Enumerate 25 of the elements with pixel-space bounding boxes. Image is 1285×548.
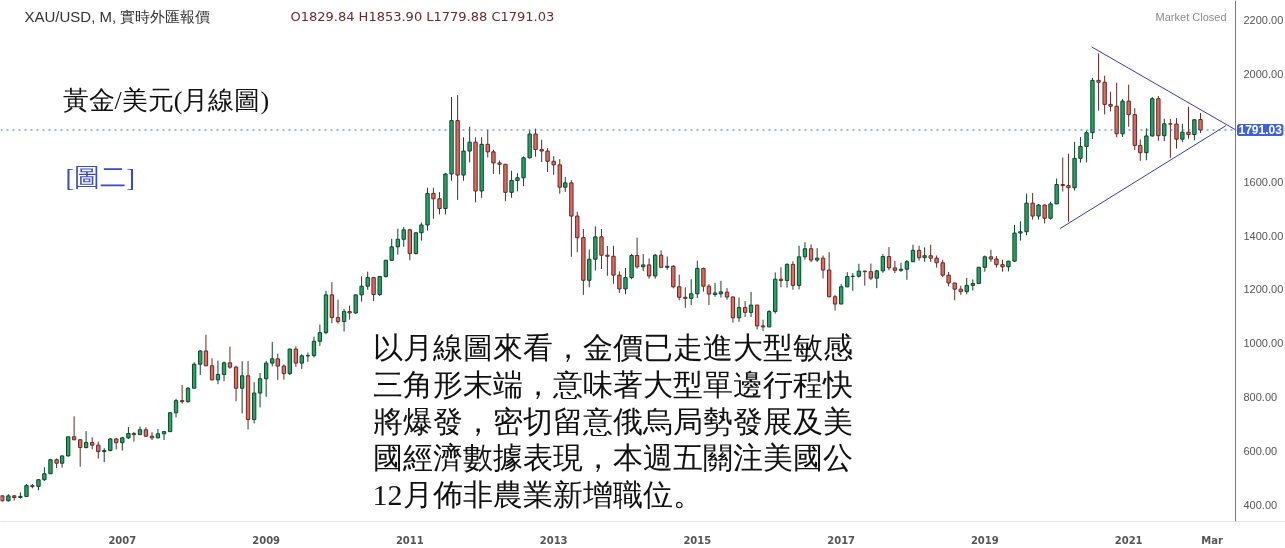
y-tick-label: 2200.00 [1243,13,1284,26]
y-tick-label: 600.00 [1243,445,1278,458]
x-tick-label: 2013 [539,534,568,546]
y-tick-label: 1400.00 [1243,229,1284,242]
x-tick-label: 2015 [683,534,712,546]
ref-line-label: 1791.03 [1238,123,1283,138]
annotation: Market Closed [1155,10,1227,23]
y-tick-label: 400.00 [1243,499,1278,512]
annotation: 黃金/美元(月線圖) [62,86,270,115]
x-tick-label: 2019 [970,534,999,546]
x-tick-label: 2017 [827,534,856,546]
x-tick-label: 2009 [252,534,281,546]
x-tick-label: 2011 [395,534,424,546]
text: XAU/USD, M, 實時外匯報價 [24,8,211,25]
x-tick-label: 2021 [1114,534,1143,546]
y-tick-label: 800.00 [1243,391,1278,404]
x-tick-label: 2007 [108,534,137,546]
text: O1829.84 H1853.90 L1779.88 C1791.03 [290,9,555,24]
y-tick-label: 1600.00 [1243,175,1284,188]
y-tick-label: 2000.00 [1243,67,1284,80]
y-tick-label: 1000.00 [1243,337,1284,350]
x-tick-label: Mar [1201,534,1223,546]
annotation: 以月線圖來看，金價已走進大型敏感三角形末端，意味著大型單邊行程快將爆發，密切留意俄烏局勢發展及美國經濟數據表現，本週五關注美國公12月佈非農業新增職位。 [372,331,853,512]
annotation: [圖二] [65,163,135,192]
y-tick-label: 1200.00 [1243,283,1284,296]
